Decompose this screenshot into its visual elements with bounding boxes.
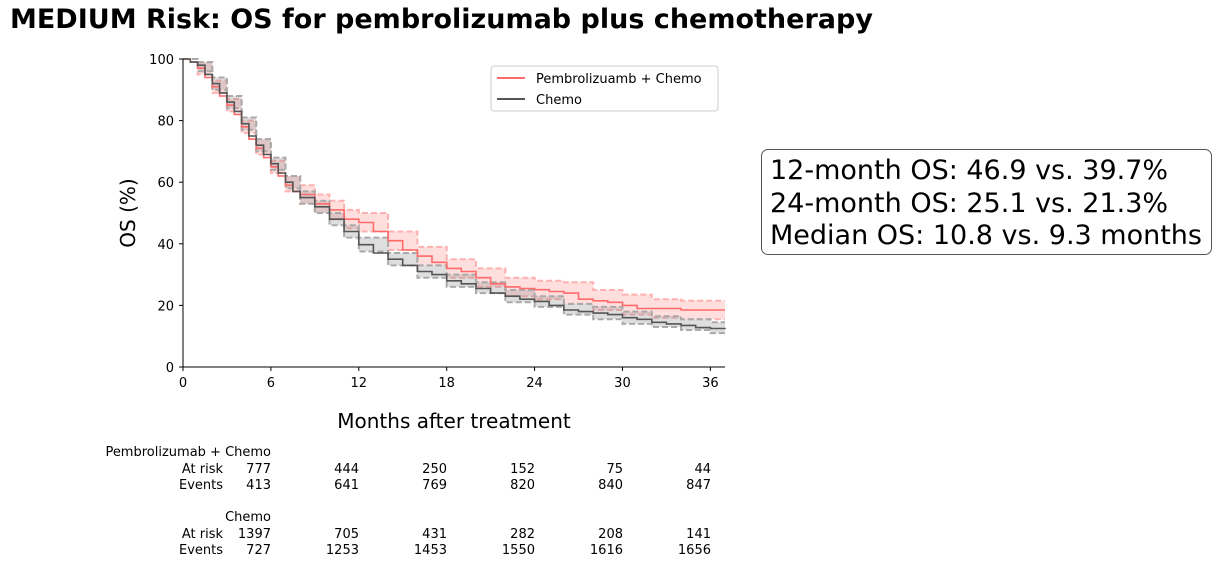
at-risk-value: 444 [334, 462, 359, 477]
y-axis-title: OS (%) [116, 178, 140, 247]
at-risk-value: 777 [246, 462, 271, 477]
ci-band-chemo [183, 59, 725, 334]
at-risk-value: 250 [422, 462, 447, 477]
x-tick-label: 36 [702, 376, 719, 391]
legend-label-pembro: Pembrolizuamb + Chemo [536, 72, 702, 87]
at-risk-value: 705 [334, 527, 359, 542]
risk-at-risk-label-chemo: At risk [181, 527, 223, 542]
events-value: 1550 [501, 543, 535, 558]
events-value: 413 [246, 478, 271, 493]
events-value: 641 [334, 478, 359, 493]
series-line-chemo [183, 58, 726, 330]
at-risk-value: 152 [510, 462, 535, 477]
axis-ticks: 0 6 12 18 24 30 36 0 20 40 60 80 100 [149, 53, 718, 391]
y-tick-label: 60 [157, 176, 174, 191]
legend-frame [490, 65, 719, 112]
summary-24-month: 24-month OS: 25.1 vs. 21.3% [770, 187, 1169, 219]
summary-median: Median OS: 10.8 vs. 9.3 months [770, 220, 1202, 251]
x-tick-label: 6 [267, 376, 275, 391]
x-tick-label: 18 [438, 376, 455, 391]
survival-curves [183, 58, 726, 330]
events-value: 1616 [589, 543, 623, 558]
at-risk-value: 282 [510, 527, 535, 542]
events-value: 847 [686, 478, 711, 493]
at-risk-value: 44 [694, 462, 711, 477]
risk-events-label-chemo: Events [178, 543, 223, 558]
at-risk-value: 431 [422, 527, 447, 542]
x-tick-label: 24 [526, 376, 543, 391]
at-risk-value: 75 [606, 462, 623, 477]
at-risk-value: 208 [598, 527, 623, 542]
y-tick-label: 20 [157, 299, 174, 314]
events-value: 727 [246, 543, 271, 558]
legend: Pembrolizuamb + Chemo Chemo [490, 65, 719, 112]
x-axis-title: Months after treatment [337, 409, 571, 433]
y-tick-label: 80 [157, 115, 174, 130]
risk-events-label-pembro: Events [178, 478, 223, 493]
risk-group-name-pembro: Pembrolizumab + Chemo [105, 445, 271, 460]
chart-title: MEDIUM Risk: OS for pembrolizumab plus c… [10, 4, 873, 35]
series-line-pembro [183, 58, 725, 311]
x-tick-label: 0 [179, 376, 187, 391]
events-value: 820 [510, 478, 535, 493]
at-risk-value: 141 [686, 527, 711, 542]
x-tick-label: 12 [351, 376, 368, 391]
summary-annotation-box: 12-month OS: 46.9 vs. 39.7% 24-month OS:… [761, 149, 1212, 255]
events-value: 769 [422, 478, 447, 493]
events-value: 840 [598, 478, 623, 493]
risk-at-risk-label-pembro: At risk [181, 462, 223, 477]
events-value: 1253 [325, 543, 359, 558]
at-risk-value: 1397 [237, 527, 271, 542]
legend-label-chemo: Chemo [536, 93, 582, 108]
y-tick-label: 100 [149, 53, 174, 68]
risk-group-name-chemo: Chemo [225, 510, 271, 525]
events-value: 1453 [413, 543, 447, 558]
ci-upper-chemo [183, 58, 725, 324]
events-value: 1656 [677, 543, 711, 558]
x-tick-label: 30 [614, 376, 631, 391]
y-tick-label: 40 [157, 238, 174, 253]
y-tick-label: 0 [166, 361, 174, 376]
summary-12-month: 12-month OS: 46.9 vs. 39.7% [770, 155, 1169, 186]
ci-upper-pembro [183, 58, 725, 302]
